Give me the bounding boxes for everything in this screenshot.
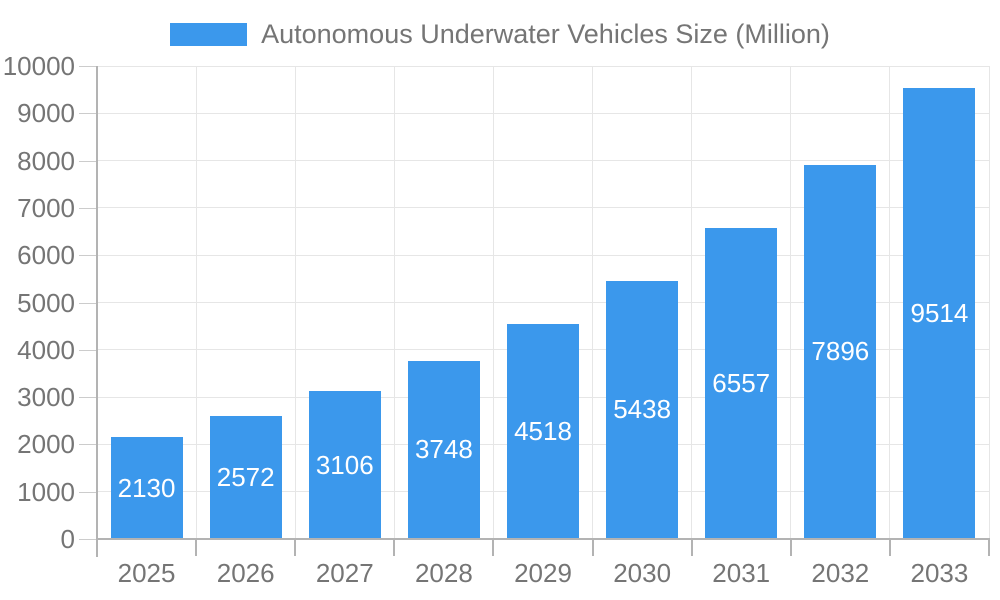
x-gridline [592, 66, 594, 539]
x-tick-label: 2030 [613, 558, 672, 588]
legend-item[interactable]: Autonomous Underwater Vehicles Size (Mil… [0, 18, 1000, 50]
plot-area: 0 1000 2000 3000 4000 5000 6000 7000 8000 9000 100… [3, 53, 990, 588]
bar-value-label: 2130 [117, 472, 176, 503]
y-gridline [97, 65, 989, 67]
y-tick-label: 8000 [17, 145, 75, 176]
x-gridline [195, 66, 197, 539]
y-axis-tick [79, 255, 97, 257]
bar-2031[interactable]: 6557 [705, 227, 778, 538]
bar-2026[interactable]: 2572 [209, 416, 282, 538]
bar-2030[interactable]: 5438 [606, 280, 679, 538]
bar-value-label: 9514 [910, 298, 969, 328]
y-axis-tick [79, 113, 97, 115]
y-tick-label: 5000 [17, 287, 75, 318]
bar-2028[interactable]: 3748 [407, 360, 480, 538]
x-axis-tick [492, 540, 495, 556]
y-axis-tick [79, 66, 97, 67]
x-tick-label: 2028 [414, 558, 473, 588]
y-tick-label: 6000 [17, 240, 75, 271]
x-gridline [988, 66, 990, 539]
legend-label: Autonomous Underwater Vehicles Size (Mil… [261, 18, 830, 49]
y-axis-tick [79, 397, 97, 399]
x-gridline [393, 66, 395, 539]
y-tick-label: 3000 [17, 382, 75, 413]
y-axis-tick [79, 207, 97, 209]
y-gridline [97, 112, 989, 114]
y-axis-tick [79, 349, 97, 351]
y-tick-label: 2000 [17, 429, 75, 460]
bar-value-label: 7896 [811, 336, 870, 367]
y-gridline [97, 207, 989, 209]
x-axis-tick [789, 540, 792, 556]
legend-swatch [170, 22, 248, 46]
y-tick-label: 7000 [17, 192, 75, 223]
bar-value-label: 2572 [216, 462, 275, 493]
x-tick-label: 2025 [117, 558, 176, 588]
y-tick-label: 0 [60, 524, 75, 554]
bar-value-label: 3106 [315, 449, 374, 480]
bar-2033[interactable]: 9514 [903, 88, 976, 538]
x-tick-label: 2032 [811, 558, 870, 588]
x-tick-label: 2031 [712, 558, 771, 588]
y-tick-label: 1000 [17, 476, 75, 507]
x-gridline [790, 66, 792, 539]
bar-2029[interactable]: 4518 [507, 324, 579, 538]
y-axis-line [96, 66, 98, 557]
x-axis-tick [988, 540, 990, 556]
bar-value-label: 3748 [414, 434, 473, 465]
bar-2027[interactable]: 3106 [308, 391, 381, 538]
x-tick-label: 2029 [514, 558, 572, 588]
y-tick-label: 9000 [17, 98, 75, 129]
x-gridline [492, 66, 494, 539]
y-gridline [97, 254, 989, 256]
y-tick-label: 10000 [2, 51, 75, 81]
y-gridline [97, 302, 989, 303]
x-axis-tick [195, 540, 198, 556]
y-axis-tick [79, 444, 97, 446]
x-axis-line [96, 538, 990, 540]
y-axis-tick [79, 302, 97, 304]
bar-value-label: 4518 [514, 416, 572, 447]
y-axis-tick [79, 539, 97, 540]
bar-value-label: 5438 [613, 394, 672, 425]
y-axis-tick [79, 160, 97, 162]
x-gridline [294, 66, 296, 539]
x-axis-tick [393, 540, 396, 556]
bar-2032[interactable]: 7896 [804, 164, 877, 538]
x-gridline [691, 66, 693, 539]
x-gridline [889, 66, 891, 539]
bar-value-label: 6557 [712, 367, 771, 398]
bar-2025[interactable]: 2130 [110, 437, 183, 538]
x-axis-tick [591, 540, 594, 556]
x-tick-label: 2027 [315, 558, 374, 588]
x-tick-label: 2033 [910, 558, 969, 588]
y-tick-label: 4000 [17, 334, 75, 365]
y-axis-tick [79, 491, 97, 493]
x-axis-tick [888, 540, 891, 556]
x-axis-tick [690, 540, 693, 556]
x-tick-label: 2026 [216, 558, 275, 588]
y-gridline [97, 160, 989, 162]
x-axis-tick [294, 540, 297, 556]
